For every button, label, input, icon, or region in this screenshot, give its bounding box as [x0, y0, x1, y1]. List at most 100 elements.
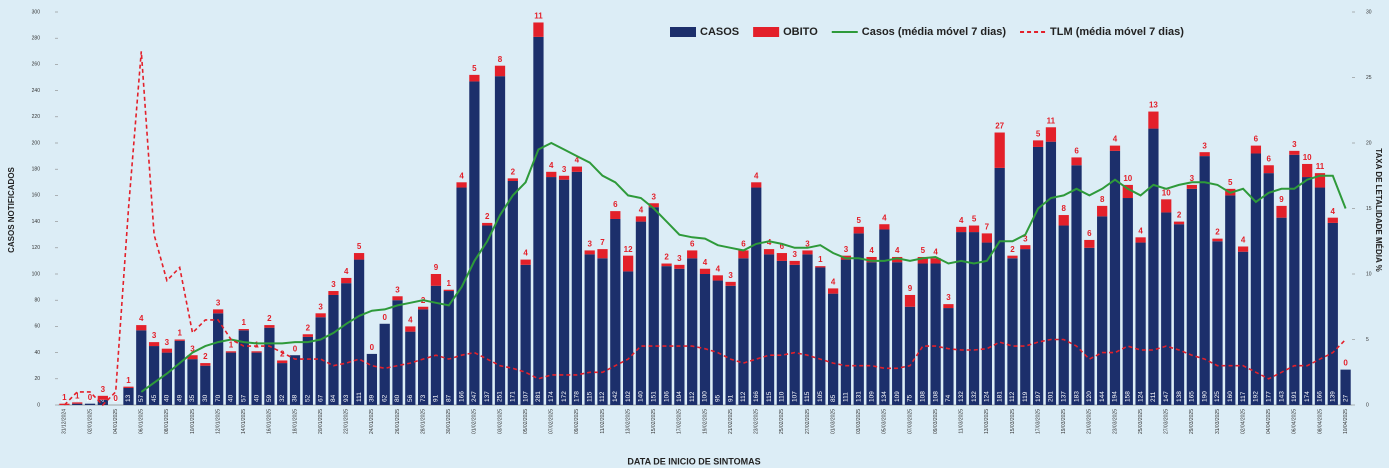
x-tick-label: 28/01/2025: [420, 409, 426, 434]
y2-tick-label: 15: [1366, 206, 1372, 212]
bar: [1148, 128, 1159, 405]
bar-value-label: 5: [972, 215, 977, 224]
bar-value-label: 6: [1074, 147, 1079, 156]
legend-label: OBITO: [783, 26, 818, 38]
bar-value-label: 177: [1265, 391, 1272, 402]
bar-value-label: 0: [293, 344, 298, 353]
bar-value-label: 105: [817, 391, 824, 402]
bar-value-label: 35: [189, 394, 196, 402]
bar: [225, 352, 237, 405]
bar-value-label: 192: [1253, 391, 1260, 402]
bar: [661, 266, 672, 405]
bar: [1314, 187, 1326, 405]
bar: [827, 288, 839, 294]
bar: [213, 309, 224, 314]
bar: [1058, 215, 1069, 226]
bar-value-label: 74: [945, 394, 952, 402]
x-tick-label: 15/03/2025: [1010, 409, 1016, 434]
bar: [546, 177, 557, 405]
bar-value-label: 100: [702, 391, 709, 402]
bar-value-label: 0: [370, 343, 375, 352]
bar-value-label: 73: [420, 394, 427, 402]
bar: [1032, 140, 1044, 147]
bar: [148, 346, 160, 405]
bar-value-label: 5: [357, 242, 362, 251]
bar: [494, 76, 506, 405]
bar: [1161, 212, 1172, 405]
bar: [353, 259, 365, 405]
bar-value-label: 1: [254, 340, 259, 349]
bar-value-label: 3: [395, 285, 400, 294]
bar: [1276, 205, 1287, 218]
bar-value-label: 10: [1123, 174, 1132, 183]
bar: [148, 342, 160, 347]
bar: [84, 403, 96, 405]
bar-value-label: 247: [471, 391, 478, 402]
bar-value-label: 3: [946, 293, 951, 302]
x-tick-label: 06/04/2025: [1292, 409, 1298, 434]
bar: [751, 187, 762, 405]
bar-value-label: 112: [740, 391, 747, 402]
bar: [994, 167, 1005, 405]
x-tick-label: 18/01/2025: [292, 409, 298, 434]
bar: [315, 317, 326, 405]
y-tick-label: 20: [34, 376, 40, 382]
bar-value-label: 1: [447, 279, 452, 288]
bar-value-label: 191: [1291, 391, 1298, 402]
bar-value-label: 144: [1099, 391, 1106, 402]
bar-value-label: 6: [1254, 135, 1259, 144]
bar: [1302, 177, 1313, 405]
bar-value-label: 112: [599, 391, 606, 402]
bar-value-label: 112: [689, 391, 696, 402]
bar: [751, 182, 762, 188]
bar-value-label: 11: [534, 12, 543, 21]
x-tick-label: 25/03/2025: [1138, 409, 1144, 434]
bar-value-label: 2: [280, 350, 285, 359]
bar: [469, 74, 480, 82]
x-tick-label: 04/01/2025: [113, 409, 119, 434]
bar-value-label: 4: [1331, 207, 1336, 216]
bar: [1032, 146, 1044, 405]
bar: [161, 352, 173, 405]
bar: [1097, 216, 1108, 405]
bar-value-label: 139: [1330, 391, 1337, 402]
bar: [571, 166, 583, 172]
bar-value-label: 6: [690, 240, 695, 249]
bar: [892, 262, 903, 405]
bar: [956, 226, 967, 233]
bar-value-label: 4: [523, 249, 528, 258]
bar: [1173, 224, 1185, 405]
bar-value-label: 4: [716, 264, 721, 273]
bar-value-label: 174: [548, 391, 555, 402]
bar-value-label: 102: [625, 391, 632, 402]
bar: [315, 313, 326, 318]
bar-value-label: 27: [995, 122, 1004, 131]
bar: [1135, 237, 1146, 243]
bar-value-label: 1: [177, 329, 182, 338]
bar: [763, 249, 775, 255]
bar: [1097, 205, 1108, 217]
bar: [1058, 225, 1069, 405]
bar: [584, 254, 595, 405]
bar: [815, 266, 826, 268]
bar-value-label: 3: [331, 280, 336, 289]
y-tick-label: 80: [34, 298, 40, 304]
bar: [623, 271, 634, 405]
bar: [776, 253, 787, 261]
bar-value-label: 52: [305, 394, 312, 402]
bar-value-label: 57: [240, 394, 247, 402]
y-tick-label: 140: [32, 219, 41, 225]
bar-value-label: 174: [1304, 391, 1311, 402]
y-tick-label: 160: [32, 193, 41, 199]
x-tick-label: 25/02/2025: [779, 409, 785, 434]
bar-value-label: 4: [1113, 135, 1118, 144]
bar-value-label: 4: [754, 171, 759, 180]
bar: [277, 360, 288, 364]
y-tick-label: 260: [32, 62, 41, 68]
bar-value-label: 4: [1138, 226, 1143, 235]
bar-value-label: 4: [639, 205, 644, 214]
bar: [289, 355, 301, 405]
x-tick-label: 13/03/2025: [984, 409, 990, 434]
bar: [1340, 369, 1351, 405]
bar: [443, 289, 454, 292]
